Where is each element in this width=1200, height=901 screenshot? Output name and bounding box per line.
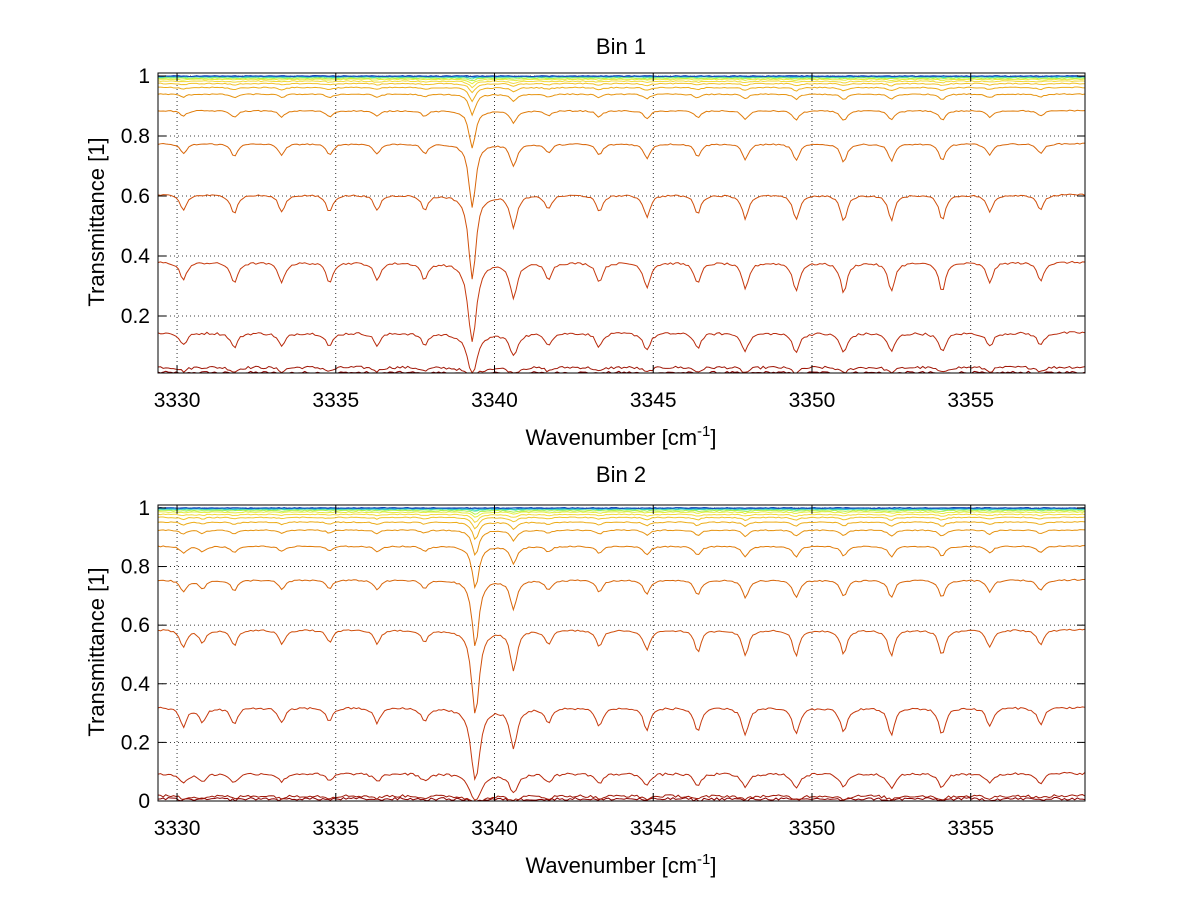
- x-tick-label: 3335: [312, 817, 359, 840]
- series-line: [157, 193, 1086, 280]
- series-line: [157, 260, 1086, 342]
- series-line: [157, 75, 1086, 78]
- panel-1-x-axis-label-sup: -1: [697, 423, 710, 440]
- x-tick-label: 3335: [312, 389, 359, 412]
- panel-1-title: Bin 1: [596, 34, 646, 59]
- series-line: [157, 82, 1086, 94]
- y-tick-label: 0.4: [121, 245, 151, 268]
- y-tick-label: 0: [138, 790, 150, 813]
- y-tick-label: 0.2: [121, 731, 150, 754]
- panel-1-x-axis-label: Wavenumber [cm-1]: [525, 423, 716, 450]
- x-tick-label: 3340: [471, 817, 518, 840]
- panel-bin-2: Bin 2 3330 3335 3340 3345 3350 3355 0 0.2 0.4 0.6…: [84, 462, 1086, 878]
- panel-2-ticks: 3330 3335 3340 3345 3350 3355 0 0.2 0.4 0.6 0.8 1: [121, 497, 1085, 840]
- series-line: [157, 80, 1086, 89]
- series-line: [157, 513, 1086, 524]
- series-line: [157, 628, 1086, 714]
- panel-1-axes-box: [157, 72, 1086, 374]
- series-line: [157, 545, 1086, 590]
- series-line: [157, 78, 1086, 85]
- series-line: [157, 365, 1086, 374]
- x-tick-label: 3350: [789, 389, 836, 412]
- series-line: [157, 77, 1086, 82]
- y-tick-label: 0.6: [121, 185, 150, 208]
- y-tick-label: 1: [138, 497, 150, 520]
- x-tick-label: 3330: [154, 817, 201, 840]
- panel-1-ticks: 3330 3335 3340 3345 3350 3355 0.2 0.4 0.6 0.8 1: [121, 65, 1085, 412]
- series-line: [157, 506, 1086, 509]
- panel-2-x-axis-label-sup: -1: [697, 851, 710, 868]
- panel-bin-1: Bin 1 3330 3335 3340 3345 3350 3355 0.2 0.4 0.6 0…: [84, 34, 1086, 450]
- x-tick-label: 3340: [471, 389, 518, 412]
- series-line: [157, 521, 1086, 541]
- series-line: [157, 771, 1086, 801]
- series-line: [157, 794, 1086, 802]
- x-tick-label: 3355: [947, 817, 994, 840]
- series-line: [157, 86, 1086, 103]
- panel-2-x-axis-label-main: Wavenumber [cm: [525, 853, 697, 878]
- x-tick-label: 3345: [630, 817, 677, 840]
- panel-2-series-group: [157, 506, 1086, 802]
- series-line: [157, 75, 1086, 77]
- series-line: [157, 331, 1086, 374]
- y-tick-label: 0.2: [121, 305, 150, 328]
- series-line: [157, 706, 1086, 782]
- panel-2-x-axis-label-end: ]: [710, 853, 716, 878]
- x-tick-label: 3330: [154, 389, 201, 412]
- series-line: [157, 516, 1086, 530]
- panel-1-x-axis-label-end: ]: [710, 425, 716, 450]
- x-tick-label: 3345: [630, 389, 677, 412]
- y-tick-label: 0.8: [121, 125, 150, 148]
- x-tick-label: 3350: [789, 817, 836, 840]
- y-tick-label: 1: [138, 65, 150, 88]
- panel-1-x-axis-label-main: Wavenumber [cm: [525, 425, 697, 450]
- y-tick-label: 0.8: [121, 556, 150, 579]
- series-line: [157, 578, 1086, 646]
- series-line: [157, 93, 1086, 117]
- series-line: [157, 511, 1086, 518]
- series-line: [157, 109, 1086, 149]
- series-line: [157, 529, 1086, 557]
- y-tick-label: 0.6: [121, 614, 150, 637]
- panel-2-axes-box: [157, 504, 1086, 802]
- panel-2-title: Bin 2: [596, 462, 646, 487]
- x-tick-label: 3355: [947, 389, 994, 412]
- y-tick-label: 0.4: [121, 673, 151, 696]
- panel-1-y-axis-label: Transmittance [1]: [84, 137, 109, 306]
- series-line: [157, 142, 1086, 208]
- panel-2-y-axis-label: Transmittance [1]: [84, 567, 109, 736]
- series-line: [157, 509, 1086, 515]
- panel-2-x-axis-label: Wavenumber [cm-1]: [525, 851, 716, 878]
